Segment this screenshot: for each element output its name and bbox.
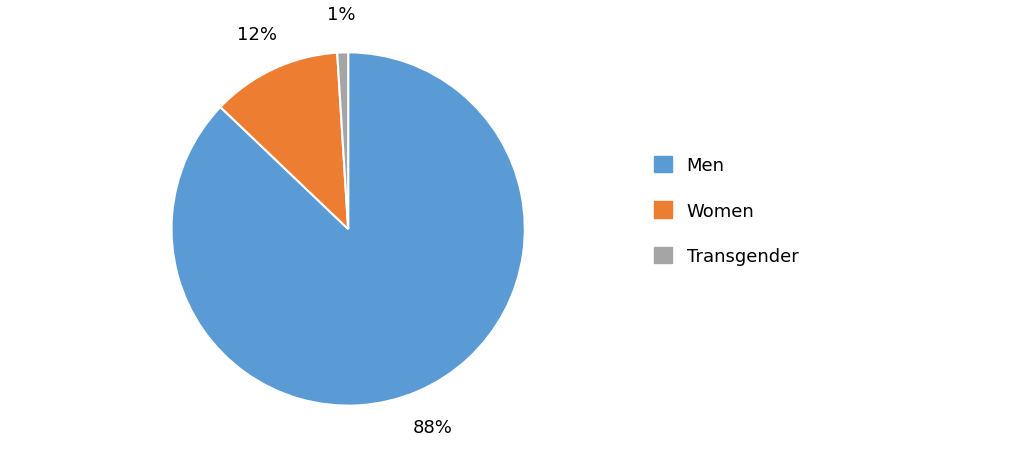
Wedge shape bbox=[172, 53, 524, 406]
Text: 12%: 12% bbox=[238, 26, 278, 44]
Text: 1%: 1% bbox=[328, 6, 355, 23]
Text: 88%: 88% bbox=[413, 418, 453, 436]
Legend: Men, Women, Transgender: Men, Women, Transgender bbox=[654, 157, 799, 265]
Wedge shape bbox=[220, 54, 348, 230]
Wedge shape bbox=[337, 53, 348, 230]
